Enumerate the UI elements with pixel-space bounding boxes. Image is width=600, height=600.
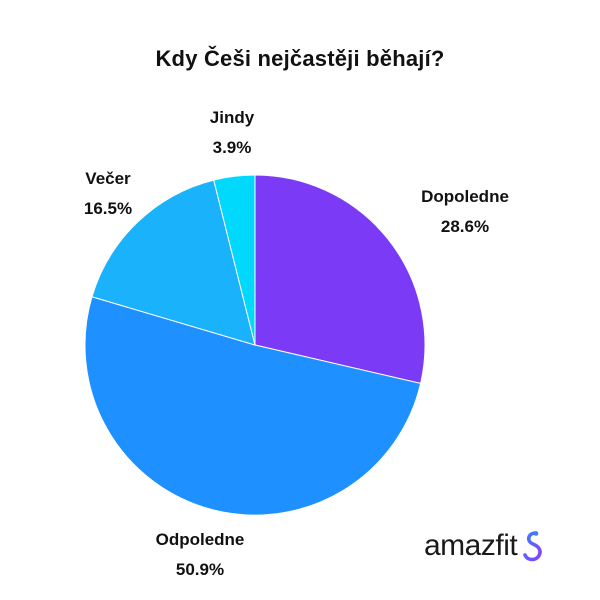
slice-label-value: 16.5%	[84, 199, 132, 218]
slice-label-name: Večer	[85, 169, 131, 188]
amazfit-logo: amazfit	[424, 528, 547, 564]
chart-title: Kdy Češi nejčastěji běhají?	[155, 46, 445, 71]
amazfit-logo-icon	[523, 531, 543, 562]
pie-slice-dopoledne	[254, 174, 426, 385]
slice-label-name: Dopoledne	[421, 187, 509, 206]
slice-label-value: 50.9%	[176, 560, 224, 579]
slice-label-name: Jindy	[210, 108, 255, 127]
pie-slice-jindy	[213, 174, 256, 346]
pie-slice-odpoledne	[84, 296, 422, 516]
slice-label-name: Odpoledne	[156, 530, 245, 549]
brand-name: amazfit	[424, 529, 518, 562]
slice-label-value: 28.6%	[441, 217, 489, 236]
pie-slice-večer	[91, 179, 256, 346]
slice-label-value: 3.9%	[213, 138, 252, 157]
